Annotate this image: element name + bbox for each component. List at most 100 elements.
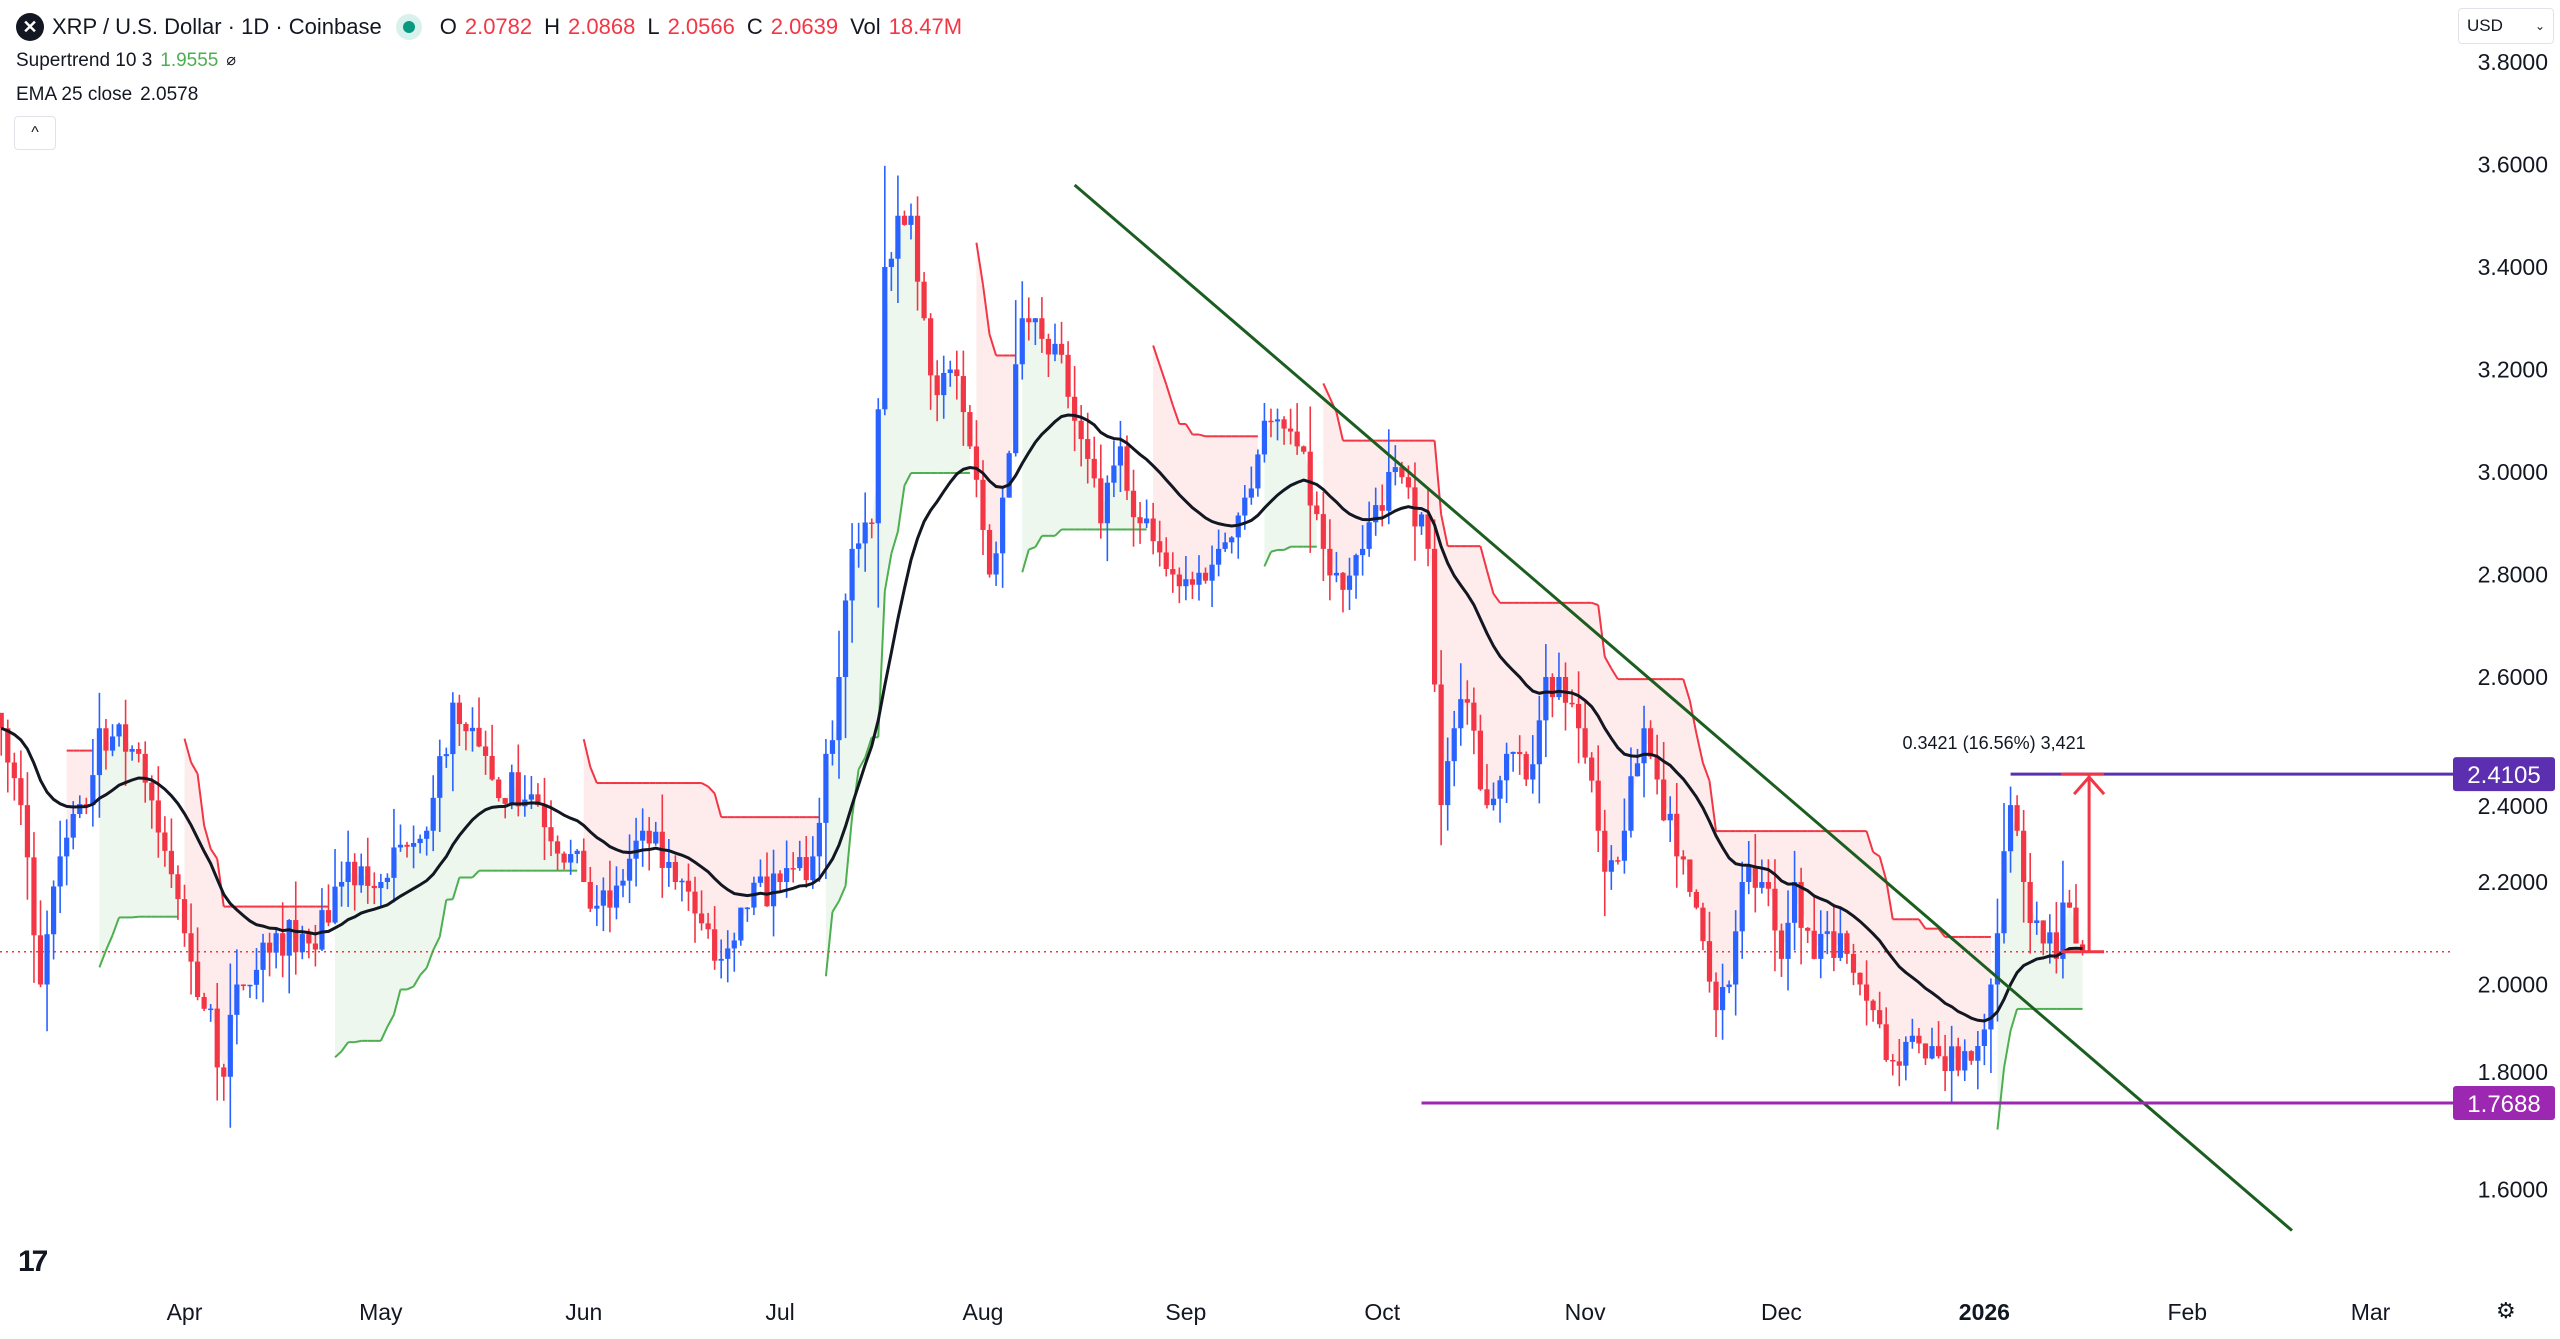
- candle: [718, 939, 724, 979]
- supertrend-fill: [191, 762, 198, 980]
- candle: [194, 927, 201, 1001]
- candle: [626, 834, 633, 904]
- candle-body: [103, 728, 109, 751]
- candle: [1373, 487, 1379, 536]
- supertrend-fill: [184, 738, 192, 948]
- candle: [973, 420, 980, 498]
- candle: [672, 855, 678, 890]
- market-status-icon[interactable]: [395, 14, 422, 40]
- candle-body: [1877, 1010, 1883, 1025]
- candle-body: [1942, 1056, 1948, 1072]
- candle: [214, 983, 220, 1101]
- candle-body: [410, 843, 417, 847]
- symbol-title[interactable]: XRP / U.S. Dollar · 1D · Coinbase: [52, 14, 382, 39]
- candle: [993, 541, 999, 586]
- tradingview-logo[interactable]: 17: [18, 1245, 48, 1278]
- settings-gear-icon[interactable]: ⚙: [2496, 1298, 2516, 1323]
- supertrend-value: 1.9555: [160, 50, 219, 71]
- candle: [1333, 551, 1340, 583]
- candle-body: [70, 814, 76, 838]
- candle-body: [842, 600, 849, 677]
- supertrend-fill: [695, 783, 702, 919]
- candle: [882, 165, 888, 416]
- candle-body: [502, 798, 508, 804]
- candle-body: [1791, 882, 1798, 923]
- candle-body: [83, 804, 89, 806]
- supertrend-line: [451, 877, 461, 900]
- supertrend-line: [1171, 404, 1181, 425]
- candle: [620, 869, 626, 898]
- candle-body: [640, 830, 646, 841]
- candle-body: [1811, 930, 1817, 959]
- candle-body: [1360, 548, 1366, 556]
- candle-body: [1824, 931, 1830, 934]
- supertrend-line: [701, 782, 709, 788]
- candle-body: [286, 920, 292, 956]
- candle-body: [1216, 548, 1222, 565]
- candle-body: [1883, 1024, 1889, 1060]
- supertrend-fill: [688, 783, 696, 903]
- open-label: O: [439, 14, 457, 39]
- candle: [2001, 803, 2007, 944]
- candle-body: [875, 409, 881, 524]
- candle-body: [129, 748, 135, 752]
- supertrend-fill: [407, 844, 414, 990]
- candle-body: [1543, 677, 1549, 721]
- candle-body: [541, 805, 548, 828]
- y-tick-label: 1.8000: [2478, 1059, 2548, 1085]
- candle-body: [5, 728, 11, 763]
- candle-body: [1340, 572, 1346, 590]
- hidden-eye-slash-icon[interactable]: ⌀: [226, 52, 237, 69]
- candle: [1471, 687, 1477, 755]
- candle: [247, 984, 253, 998]
- candle: [391, 808, 397, 903]
- candle-body: [1058, 343, 1065, 355]
- candle: [2053, 902, 2059, 974]
- candle-body: [2014, 805, 2020, 831]
- supertrend-fill: [1486, 570, 1494, 802]
- ema-legend[interactable]: EMA 25 close 2.0578: [16, 78, 962, 112]
- candle: [1667, 796, 1673, 842]
- supertrend-line: [896, 485, 906, 532]
- y-tick-label: 2.2000: [2478, 869, 2548, 895]
- currency-select[interactable]: USD ⌄: [2458, 8, 2554, 44]
- candle: [1791, 850, 1798, 951]
- candle: [293, 881, 299, 975]
- candle-body: [24, 805, 31, 858]
- candle: [1988, 978, 1994, 1074]
- candle-body: [482, 746, 489, 756]
- supertrend-legend[interactable]: Supertrend 10 3 1.9555 ⌀: [16, 44, 962, 78]
- supertrend-line: [190, 761, 199, 775]
- candle: [1575, 671, 1582, 764]
- supertrend-line: [334, 1050, 343, 1059]
- candle: [1045, 333, 1052, 378]
- supertrend-line: [1996, 1067, 2006, 1130]
- supertrend-fill: [1696, 733, 1703, 925]
- candle-body: [1085, 439, 1091, 459]
- supertrend-fill: [485, 751, 493, 871]
- candle-body: [1281, 419, 1287, 429]
- candle-body: [561, 853, 567, 863]
- candle: [1235, 512, 1241, 559]
- candle-body: [2060, 902, 2066, 959]
- candle-body: [2073, 907, 2079, 944]
- candle-body: [581, 850, 587, 882]
- candle: [221, 1063, 227, 1101]
- supertrend-fill: [642, 783, 650, 838]
- candle: [1346, 557, 1353, 610]
- candle: [1621, 798, 1627, 874]
- candle: [1366, 501, 1372, 557]
- candle-body: [253, 969, 260, 985]
- supertrend-fill: [701, 783, 709, 927]
- supertrend-fill: [786, 817, 794, 876]
- supertrend-fill: [1932, 928, 1939, 1053]
- candle-body: [1386, 472, 1392, 511]
- collapse-legend-button[interactable]: ^: [14, 116, 56, 150]
- supertrend-fill: [1558, 602, 1566, 690]
- supertrend-fill: [871, 466, 879, 738]
- candle-body: [280, 933, 286, 956]
- candle-body: [1137, 517, 1143, 524]
- candle-body: [1857, 972, 1863, 985]
- candle: [1065, 341, 1071, 409]
